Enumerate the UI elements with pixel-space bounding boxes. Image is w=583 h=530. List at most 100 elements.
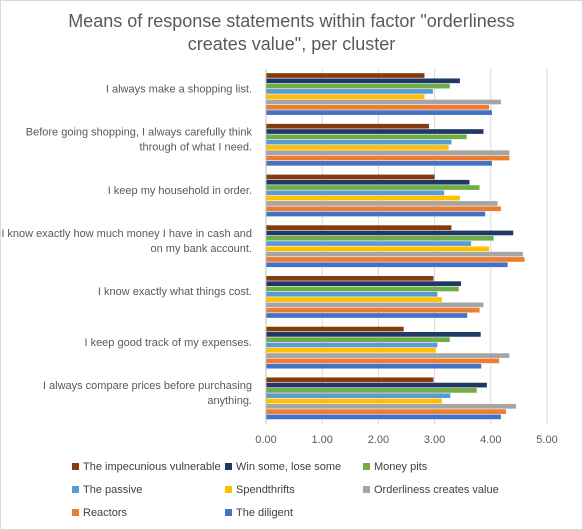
bar — [266, 286, 459, 292]
bar — [266, 409, 506, 414]
bar — [266, 99, 501, 105]
bar — [266, 393, 451, 399]
bar — [266, 251, 523, 257]
x-tick-label: 2.00 — [368, 434, 389, 446]
bar — [266, 225, 452, 230]
bar — [266, 211, 486, 217]
bar — [266, 155, 510, 161]
bar — [266, 78, 460, 84]
legend-swatch — [72, 463, 79, 470]
category-label: I know exactly how much money I have in … — [1, 228, 252, 240]
category-label: anything. — [207, 395, 252, 407]
bar — [266, 276, 434, 281]
bar — [266, 347, 436, 353]
legend-label: Spendthrifts — [236, 484, 295, 496]
bar — [266, 353, 510, 358]
chart-title-line-1: Means of response statements within fact… — [68, 11, 515, 31]
bar — [266, 414, 501, 420]
bar — [266, 337, 450, 343]
legend-swatch — [363, 463, 370, 470]
bar — [266, 403, 517, 409]
legend-label: Orderliness creates value — [374, 484, 499, 496]
bar — [266, 246, 490, 252]
category-label: I always compare prices before purchasin… — [43, 380, 252, 392]
bar — [266, 179, 470, 185]
bar — [266, 123, 429, 129]
bar — [266, 185, 480, 190]
bar — [266, 291, 438, 297]
legend-label: Win some, lose some — [236, 461, 342, 473]
bar — [266, 382, 487, 388]
category-label: Before going shopping, I always carefull… — [26, 127, 253, 139]
bar — [266, 83, 450, 89]
legend-label: Money pits — [374, 461, 428, 473]
chart-title-line-2: creates value", per cluster — [187, 34, 396, 54]
legend-item: Reactors — [72, 506, 127, 520]
bar — [266, 235, 494, 241]
legend-label: Reactors — [83, 507, 128, 519]
legend-swatch — [225, 509, 232, 516]
bar — [266, 281, 462, 287]
legend-item: Win some, lose some — [225, 460, 341, 474]
bar — [266, 358, 500, 364]
legend-item: Money pits — [363, 460, 427, 474]
category-label: I know exactly what things cost. — [98, 286, 252, 298]
bar — [266, 230, 514, 236]
category-label: on my bank account. — [150, 243, 252, 255]
legend-label: The diligent — [236, 507, 293, 519]
legend-swatch — [225, 486, 232, 493]
bar — [266, 206, 501, 212]
x-tick-label: 4.00 — [480, 434, 501, 446]
bar — [266, 73, 425, 78]
legend-item: The impecunious vulnerable — [72, 460, 221, 474]
bar — [266, 160, 492, 166]
bar — [266, 150, 510, 156]
legend-swatch — [225, 463, 232, 470]
bar — [266, 139, 452, 145]
bar — [266, 377, 434, 383]
category-label: through of what I need. — [139, 142, 252, 154]
legend-item: Orderliness creates value — [363, 483, 499, 497]
bar — [266, 241, 472, 246]
bar — [266, 262, 508, 268]
bar — [266, 302, 484, 308]
bar — [266, 257, 525, 262]
bar — [266, 94, 425, 100]
bar — [266, 195, 460, 201]
bar — [266, 297, 442, 302]
x-tick-label: 0.00 — [255, 434, 276, 446]
bar — [266, 110, 492, 115]
bar — [266, 104, 490, 110]
bar — [266, 342, 438, 348]
bar — [266, 332, 481, 337]
category-label: I always make a shopping list. — [106, 83, 252, 95]
category-label: I keep good track of my expenses. — [84, 337, 252, 349]
category-label: I keep my household in order. — [108, 185, 252, 197]
legend-swatch — [72, 486, 79, 493]
legend-swatch — [72, 509, 79, 516]
x-tick-label: 1.00 — [311, 434, 332, 446]
x-tick-label: 3.00 — [424, 434, 445, 446]
bar — [266, 363, 482, 369]
bar — [266, 145, 449, 150]
legend-label: The passive — [83, 484, 143, 496]
bar — [266, 129, 484, 134]
bar — [266, 388, 477, 393]
legend-label: The impecunious vulnerable — [83, 461, 221, 473]
bar — [266, 313, 468, 318]
bar — [266, 174, 435, 180]
bar — [266, 201, 498, 206]
bar — [266, 398, 442, 404]
x-tick-label: 5.00 — [536, 434, 557, 446]
legend-item: The diligent — [225, 506, 293, 520]
legend-swatch — [363, 486, 370, 493]
legend-item: Spendthrifts — [225, 483, 295, 497]
bar — [266, 89, 433, 94]
chart-title: Means of response statements within fact… — [40, 10, 543, 56]
bar — [266, 307, 480, 313]
bar — [266, 326, 404, 332]
bar — [266, 134, 467, 140]
bar — [266, 190, 445, 196]
legend-item: The passive — [72, 483, 142, 497]
